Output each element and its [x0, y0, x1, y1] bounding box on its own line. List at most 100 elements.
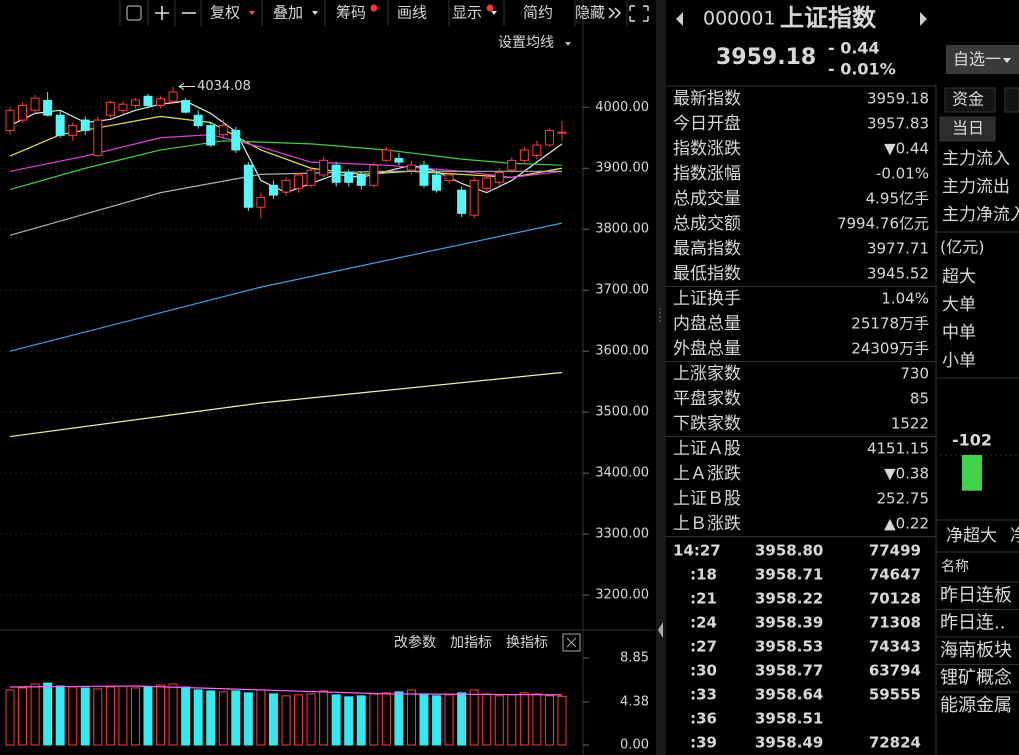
toolbar-button[interactable]: 筹码	[336, 4, 366, 22]
splitter[interactable]	[656, 0, 664, 755]
volume-bar	[557, 695, 567, 746]
order-size-label: 中单	[942, 323, 976, 343]
volume-bar	[356, 695, 366, 746]
order-size-label: 小单	[942, 351, 976, 371]
close-indicator[interactable]	[562, 633, 581, 652]
stat-label: 外盘总量	[673, 339, 741, 359]
stat-value: 4151.15	[867, 440, 929, 458]
fund-tab[interactable]: 资金	[952, 90, 984, 109]
volume-bar	[55, 685, 65, 746]
trade-time: :33	[690, 686, 717, 704]
sector-name[interactable]: 锂矿概念	[940, 667, 1012, 689]
indicator-button[interactable]: 改参数	[394, 634, 436, 651]
volume-bar	[419, 693, 429, 746]
volume-average-line	[9, 685, 562, 696]
volume-bar	[193, 689, 203, 746]
stat-label: 上证换手	[673, 289, 741, 309]
stat-value: 1522	[891, 415, 929, 433]
stat-value: 3957.83	[867, 115, 929, 133]
indicator-button[interactable]: 换指标	[506, 634, 548, 651]
toolbar-button[interactable]: 复权	[210, 4, 240, 22]
toolbar-button[interactable]: 画线	[397, 4, 427, 22]
stat-value: 1.04%	[881, 290, 929, 308]
next-arrow[interactable]	[920, 12, 927, 26]
stat-value: 730	[900, 365, 929, 383]
list-header: 名称	[941, 559, 969, 575]
candle-body	[457, 189, 467, 214]
toolbar-button[interactable]: 叠加	[273, 4, 303, 22]
volume-bar	[130, 687, 140, 746]
candle-body	[268, 184, 278, 196]
expand-icon[interactable]	[608, 7, 622, 19]
sector-name[interactable]: 海南板块	[940, 640, 1012, 661]
ma-settings[interactable]: 设置均线	[498, 35, 554, 51]
trade-time: :24	[690, 614, 717, 632]
sector-name[interactable]: 能源金属	[940, 695, 1012, 716]
volume-bar	[319, 690, 329, 746]
volume-bar	[344, 696, 354, 746]
tab-bg[interactable]	[944, 87, 996, 113]
stat-value: 4.95亿手	[866, 190, 929, 208]
volume-bar	[256, 689, 266, 746]
dropdown-caret	[249, 11, 255, 15]
toolbar-button[interactable]: 简约	[523, 4, 553, 22]
trade-price: 3958.22	[755, 590, 823, 608]
candle-body	[306, 169, 316, 186]
stat-label: 上Ａ涨跌	[673, 464, 741, 484]
y-tick-label: 4.38	[620, 694, 649, 709]
indicator-button[interactable]: 加指标	[450, 635, 492, 651]
sector-name[interactable]: 昨日连板	[940, 585, 1012, 606]
volume-bar	[231, 690, 241, 746]
sector-name[interactable]: 昨日连..	[940, 613, 1005, 634]
trade-volume: 71308	[869, 614, 921, 632]
candle-body	[469, 179, 479, 216]
volume-bar	[80, 687, 90, 746]
bar-caption: 净	[1010, 526, 1019, 546]
volume-bar	[507, 694, 517, 746]
volume-bar	[156, 684, 166, 746]
volume-bar	[43, 682, 53, 746]
volume-bar	[143, 686, 153, 746]
candle-body	[243, 164, 253, 208]
toolbar-button[interactable]: 隐藏	[575, 4, 605, 22]
volume-bar	[243, 692, 253, 746]
volume-bar	[494, 695, 504, 746]
splitter-arrow[interactable]	[658, 622, 663, 638]
trade-price: 3958.39	[755, 614, 823, 632]
side-button[interactable]	[1004, 87, 1019, 113]
fund-row-label: 主力净流入	[942, 205, 1019, 225]
volume-bar	[394, 691, 404, 746]
trade-volume: 74647	[869, 566, 921, 584]
toolbar-button[interactable]: 显示	[452, 4, 482, 22]
candle-body	[494, 172, 504, 183]
volume-bar	[369, 693, 379, 746]
candle-body	[294, 174, 304, 189]
candle-body	[256, 197, 266, 208]
stock-name: 上证指数	[780, 4, 877, 32]
fund-tab[interactable]: 当日	[952, 119, 984, 138]
trade-time: :30	[690, 662, 717, 680]
close-icon[interactable]	[566, 637, 577, 648]
stat-value: -0.01%	[876, 165, 929, 183]
moving-average-line	[9, 222, 563, 352]
stat-value: 252.75	[877, 490, 930, 508]
trade-time: :18	[690, 566, 717, 584]
candle-body	[231, 129, 241, 151]
trade-volume: 72824	[869, 734, 921, 752]
candle-body	[30, 97, 40, 111]
candle-body	[381, 149, 391, 161]
zoom-in-icon[interactable]	[155, 6, 169, 20]
fullscreen-icon[interactable]	[629, 5, 649, 22]
price: 3959.18	[716, 45, 816, 70]
candle-body	[118, 103, 128, 111]
lock-icon[interactable]	[126, 5, 142, 21]
stat-value: 85	[910, 390, 929, 408]
trade-price: 3958.71	[755, 566, 823, 584]
change-pct: - 0.01%	[828, 60, 896, 79]
fund-row-label: 主力流入	[942, 149, 1010, 169]
prev-arrow[interactable]	[676, 12, 683, 26]
watch-button[interactable]: 自选一	[953, 50, 1001, 69]
tab-bg[interactable]	[939, 116, 996, 142]
candle-body	[432, 174, 442, 191]
